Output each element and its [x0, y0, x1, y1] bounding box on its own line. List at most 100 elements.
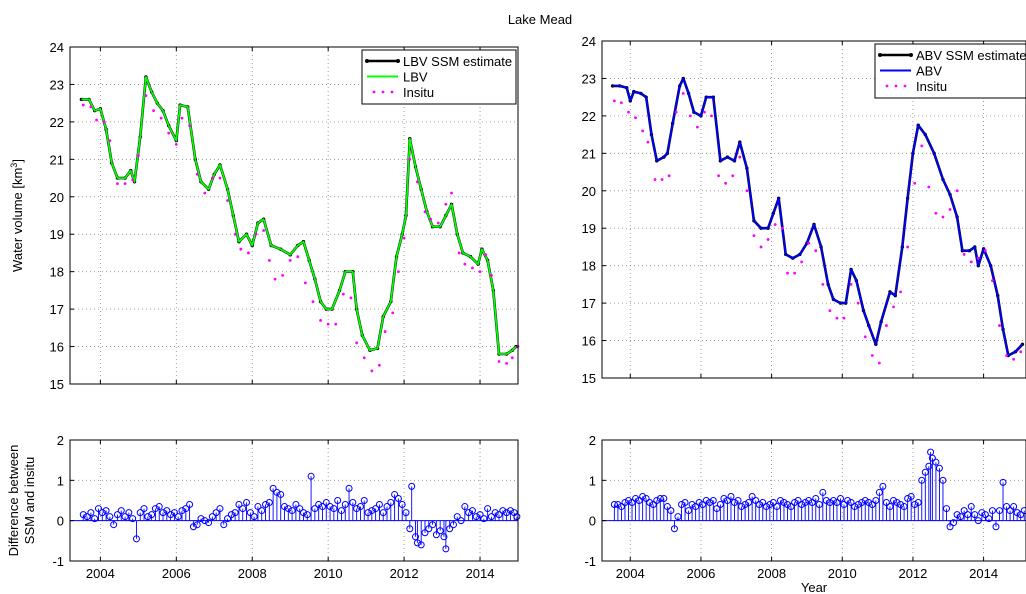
stem-marker	[762, 503, 770, 511]
stem-marker	[681, 499, 689, 507]
stem-marker	[833, 499, 841, 507]
stem-marker	[805, 497, 813, 504]
insitu-point	[444, 202, 448, 206]
stem-marker	[992, 523, 1000, 531]
stem-marker	[879, 482, 887, 490]
stem-marker	[1010, 503, 1018, 511]
x-tick-label: 2014	[466, 566, 495, 581]
insitu-point	[724, 181, 728, 185]
y-tick-label: 2	[57, 433, 64, 448]
x-tick-label: 2008	[757, 566, 786, 581]
stem-marker	[667, 507, 675, 515]
insitu-point	[976, 256, 980, 260]
stem-marker	[487, 513, 495, 521]
stem-marker	[999, 478, 1007, 486]
stem-marker	[140, 505, 148, 513]
stem-marker	[167, 511, 175, 519]
stem-marker	[303, 511, 311, 519]
y-tick-label: 15	[582, 371, 596, 386]
stem-marker	[872, 497, 880, 504]
insitu-point	[934, 211, 938, 215]
insitu-point	[780, 226, 784, 230]
stem-marker	[349, 499, 357, 507]
stem-marker	[513, 513, 521, 521]
y-tick-label: 22	[50, 115, 64, 130]
insitu-point	[627, 110, 630, 114]
stem-marker	[741, 501, 749, 509]
stem-marker	[262, 501, 270, 509]
stem-marker	[639, 492, 647, 500]
insitu-point	[463, 262, 467, 266]
stem-marker	[83, 513, 91, 521]
legend-label: Insitu	[916, 79, 947, 94]
stem-marker	[117, 507, 125, 515]
legend-label: LBV SSM estimate	[403, 54, 512, 69]
stem-marker	[235, 501, 243, 509]
insitu-point	[450, 191, 453, 195]
y-axis-label: Water volume [km3]	[9, 159, 25, 272]
insitu-point	[429, 217, 433, 221]
stem-marker	[847, 499, 855, 507]
insitu-point	[731, 174, 735, 178]
stem-marker	[840, 501, 848, 509]
x-tick-label: 2014	[969, 566, 998, 581]
x-tick-label: 2006	[686, 566, 715, 581]
stem-marker	[1013, 509, 1021, 517]
x-tick-label: 2010	[828, 566, 857, 581]
insitu-point	[863, 335, 867, 339]
stem-marker	[943, 505, 950, 513]
insitu-point	[226, 199, 229, 202]
stem-marker	[292, 501, 300, 509]
insitu-point	[646, 140, 650, 144]
stem-marker	[964, 511, 972, 519]
x-axis-label: Year	[801, 580, 828, 594]
stem-marker	[967, 503, 975, 511]
stem-marker	[1020, 507, 1026, 515]
insitu-point	[247, 251, 250, 255]
x-tick-label: 2006	[162, 566, 191, 581]
stem-marker	[935, 464, 943, 472]
stem-marker	[425, 525, 433, 533]
abv-volume-panel: 15 16 17 18 19 20 21 22 23 24 ABV SSM estimateABVI…	[582, 34, 1026, 386]
stem-marker	[868, 501, 876, 509]
legend-label: LBV	[403, 70, 428, 85]
stem-marker	[656, 494, 664, 502]
stem-marker	[406, 525, 414, 533]
stem-marker	[713, 505, 721, 513]
y-tick-label: 19	[50, 227, 64, 242]
stem-marker	[334, 497, 342, 504]
stem-marker	[932, 458, 940, 466]
insitu-point	[362, 356, 366, 360]
insitu-point	[842, 316, 846, 320]
stem-marker	[163, 507, 171, 515]
insitu-point	[991, 279, 994, 283]
insitu-point	[969, 260, 973, 264]
stem-marker	[174, 513, 182, 521]
insitu-point	[856, 301, 860, 305]
stem-marker	[875, 488, 883, 496]
insitu-point	[660, 178, 664, 181]
series-line	[612, 77, 1024, 357]
stem-marker	[716, 501, 724, 509]
plot-area	[70, 440, 518, 561]
stem-marker	[79, 511, 87, 519]
stem-marker	[408, 482, 416, 490]
insitu-point	[349, 296, 353, 300]
stem-marker	[812, 494, 820, 502]
stem-marker	[900, 503, 908, 511]
stem-marker	[773, 503, 781, 511]
stem-marker	[709, 497, 717, 504]
stem-marker	[893, 499, 901, 507]
stem-marker	[484, 505, 492, 513]
insitu-point	[402, 236, 406, 240]
insitu-point	[962, 253, 966, 256]
insitu-point	[391, 311, 395, 315]
stem-marker	[189, 523, 197, 531]
y-tick-label: 0	[589, 514, 596, 529]
stem-marker	[281, 503, 289, 511]
stem-marker	[449, 521, 457, 529]
insitu-point	[397, 270, 400, 274]
insitu-point	[267, 259, 271, 262]
insitu-point	[793, 271, 796, 275]
legend-marker	[878, 53, 882, 57]
